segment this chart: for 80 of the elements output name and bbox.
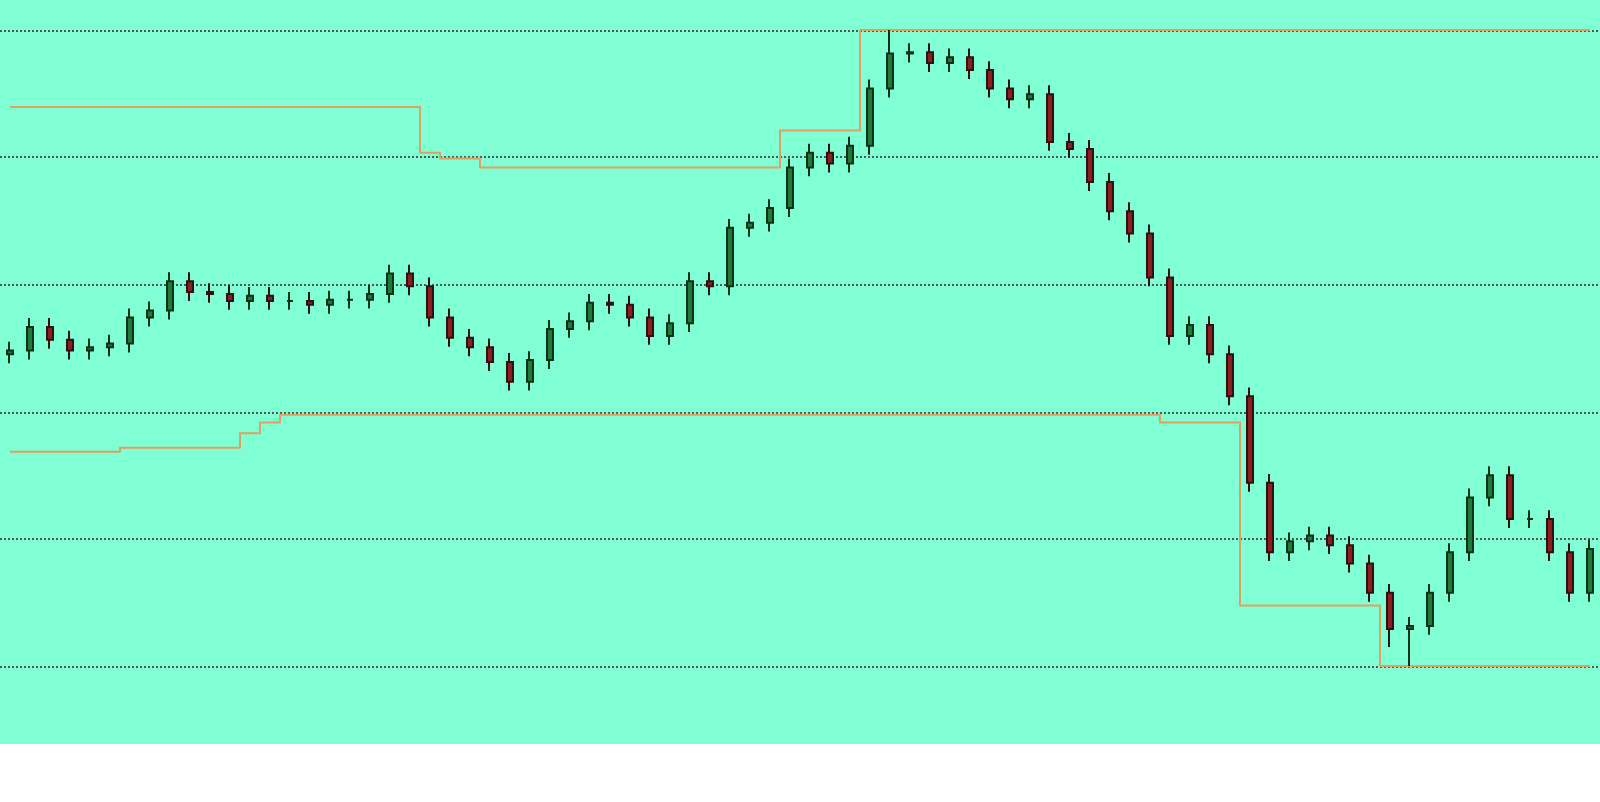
candlestick	[526, 350, 534, 392]
candlestick	[726, 217, 734, 297]
candlestick	[1066, 132, 1074, 159]
candlestick	[1086, 139, 1094, 192]
candlestick	[346, 289, 354, 310]
candlestick	[426, 276, 434, 328]
candlestick	[966, 47, 974, 80]
candlestick	[1326, 525, 1334, 556]
candlestick	[1466, 487, 1474, 563]
candlestick	[226, 284, 234, 311]
candlestick	[1566, 542, 1574, 603]
candlestick	[366, 284, 374, 310]
candlestick	[386, 263, 394, 304]
candlestick	[1266, 472, 1274, 563]
candlestick	[1526, 509, 1534, 529]
candlestick	[926, 42, 934, 73]
candlestick	[1186, 315, 1194, 346]
candlestick	[866, 78, 874, 156]
candlestick	[906, 42, 914, 64]
candlestick	[1546, 509, 1554, 563]
candlestick	[126, 307, 134, 354]
candlestick	[546, 319, 554, 370]
candlestick	[686, 271, 694, 334]
candlestick	[1506, 465, 1514, 529]
candlestick	[1106, 172, 1114, 222]
candlestick	[1426, 582, 1434, 636]
candlestick	[766, 198, 774, 233]
candlestick	[846, 135, 854, 174]
candlestick	[286, 291, 294, 311]
candlestick	[1586, 539, 1594, 603]
candlestick	[466, 327, 474, 358]
candlestick	[1146, 223, 1154, 288]
candlestick	[666, 313, 674, 346]
candlestick	[986, 60, 994, 99]
candlestick	[946, 47, 954, 73]
candlestick	[606, 292, 614, 315]
candlestick	[486, 337, 494, 372]
candlestick	[186, 271, 194, 302]
candlestick	[1206, 315, 1214, 365]
candlestick	[1386, 582, 1394, 648]
candlestick	[1026, 84, 1034, 110]
candlestick	[106, 333, 114, 358]
candlestick	[146, 300, 154, 328]
candlestick	[1286, 531, 1294, 563]
candlestick	[806, 142, 814, 178]
candlestick	[586, 292, 594, 332]
candlestick	[6, 340, 14, 365]
candlestick	[1006, 78, 1014, 110]
candlestick	[26, 317, 34, 361]
candlestick	[1366, 553, 1374, 603]
candlestick	[1306, 525, 1314, 552]
candlestick	[86, 337, 94, 361]
candlestick	[406, 263, 414, 297]
candlestick	[786, 157, 794, 218]
candlestick	[886, 29, 894, 99]
candlestick	[566, 311, 574, 339]
candlestick	[206, 282, 214, 304]
candlestick	[1486, 465, 1494, 508]
candlestick	[706, 271, 714, 297]
candlestick	[266, 285, 274, 311]
candlestick	[66, 329, 74, 361]
candlestick	[1046, 84, 1054, 152]
candlestick	[746, 212, 754, 238]
candlestick	[1346, 535, 1354, 574]
candlestick	[326, 289, 334, 315]
candlestick	[626, 294, 634, 328]
candlestick	[1226, 344, 1234, 407]
candlestick	[1246, 386, 1254, 493]
candlestick	[1166, 267, 1174, 346]
candlestick	[506, 352, 514, 392]
candlestick	[246, 285, 254, 311]
candlestick	[166, 271, 174, 321]
candlestick	[826, 142, 834, 174]
candlestick	[1446, 542, 1454, 603]
candlestick	[306, 291, 314, 315]
candlestick	[1126, 201, 1134, 244]
candlestick	[646, 307, 654, 346]
candlestick	[46, 317, 54, 350]
candlestick	[1406, 616, 1414, 667]
candlestick	[446, 307, 454, 348]
